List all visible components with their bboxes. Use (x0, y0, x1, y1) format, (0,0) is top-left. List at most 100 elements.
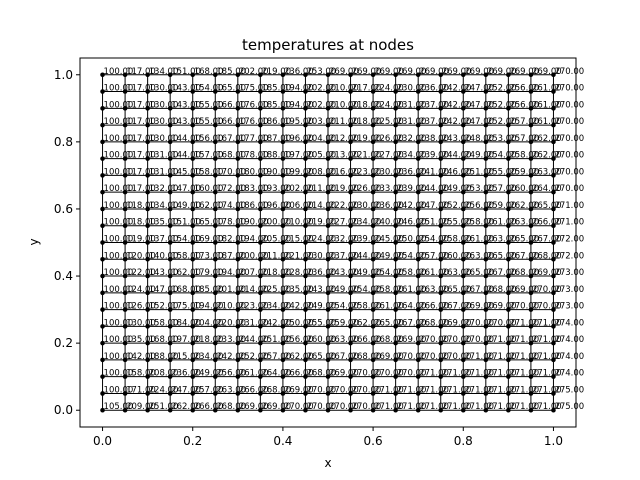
node-temperature-label: 271.00 (554, 218, 584, 228)
node-temperature-label: 247.00 (419, 201, 449, 211)
node-point (212, 206, 218, 212)
node-point (528, 290, 534, 296)
node-point (483, 72, 489, 78)
node-temperature-label: 261.00 (239, 369, 269, 379)
node-point (235, 240, 241, 245)
node-temperature-label: 260.00 (442, 251, 472, 261)
node-temperature-label: 224.00 (374, 84, 404, 94)
node-point (325, 156, 331, 161)
node-point (506, 391, 511, 396)
node-point (145, 106, 150, 111)
node-point (415, 173, 421, 178)
node-point (122, 139, 128, 145)
node-point (235, 357, 241, 363)
node-point (438, 340, 444, 346)
node-temperature-label: 166.00 (216, 117, 246, 127)
node-temperature-label: 255.00 (306, 318, 336, 328)
node-point (551, 391, 556, 396)
node-point (167, 156, 173, 161)
node-point (145, 72, 150, 78)
node-point (348, 307, 353, 312)
node-point (370, 407, 376, 413)
node-temperature-label: 236.00 (397, 167, 427, 177)
node-point (280, 139, 286, 145)
x-tick-label: 1.0 (544, 434, 563, 448)
node-point (235, 223, 241, 229)
node-point (348, 173, 353, 178)
node-point (167, 307, 173, 312)
node-point (506, 173, 511, 178)
node-point (393, 290, 398, 296)
node-point (506, 189, 511, 195)
node-point (212, 223, 218, 229)
node-temperature-label: 218.00 (261, 268, 291, 278)
node-point (438, 139, 444, 145)
node-point (506, 139, 511, 145)
node-point (438, 173, 444, 178)
node-point (393, 256, 398, 262)
node-temperature-label: 210.00 (216, 302, 246, 312)
node-temperature-label: 266.00 (284, 369, 314, 379)
node-point (303, 156, 308, 161)
node-point (212, 273, 218, 279)
node-temperature-label: 270.00 (329, 385, 359, 395)
node-temperature-label: 188.00 (261, 151, 291, 161)
node-point (167, 391, 173, 396)
node-temperature-label: 230.00 (374, 167, 404, 177)
node-point (212, 122, 218, 128)
node-point (258, 240, 263, 245)
node-point (235, 256, 241, 262)
node-point (415, 374, 421, 379)
node-temperature-label: 245.00 (374, 235, 404, 245)
node-temperature-label: 271.00 (464, 352, 494, 362)
node-point (506, 357, 511, 363)
node-point (528, 357, 534, 363)
node-point (100, 189, 105, 195)
node-temperature-label: 234.00 (352, 218, 382, 228)
node-temperature-label: 242.00 (397, 201, 427, 211)
node-temperature-label: 269.00 (397, 67, 427, 77)
node-point (145, 340, 150, 346)
node-temperature-label: 270.00 (554, 151, 584, 161)
node-point (551, 324, 556, 329)
node-temperature-label: 196.00 (261, 201, 291, 211)
node-point (100, 173, 105, 178)
node-temperature-label: 130.00 (149, 117, 179, 127)
node-temperature-label: 143.00 (171, 84, 201, 94)
x-tick-label: 0.4 (273, 434, 292, 448)
node-point (438, 256, 444, 262)
node-temperature-label: 215.00 (284, 235, 314, 245)
node-point (348, 240, 353, 245)
node-point (122, 122, 128, 128)
node-temperature-label: 270.00 (306, 385, 336, 395)
node-temperature-label: 270.00 (442, 352, 472, 362)
node-point (190, 324, 196, 329)
node-temperature-label: 261.00 (532, 100, 562, 110)
node-point (483, 407, 489, 413)
node-point (393, 156, 398, 161)
node-point (348, 340, 353, 346)
node-point (167, 290, 173, 296)
node-temperature-label: 117.00 (126, 134, 156, 144)
node-temperature-label: 258.00 (464, 218, 494, 228)
node-temperature-label: 270.00 (352, 369, 382, 379)
node-temperature-label: 271.00 (509, 352, 539, 362)
node-point (167, 139, 173, 145)
node-temperature-label: 271.00 (419, 369, 449, 379)
node-temperature-label: 100.00 (104, 385, 134, 395)
node-temperature-label: 147.00 (171, 184, 201, 194)
node-point (460, 206, 466, 212)
node-point (438, 240, 444, 245)
node-temperature-label: 256.00 (216, 369, 246, 379)
node-point (325, 139, 331, 145)
node-point (122, 106, 128, 111)
node-temperature-label: 158.00 (126, 369, 156, 379)
node-temperature-label: 270.00 (464, 335, 494, 345)
node-temperature-label: 230.00 (352, 201, 382, 211)
node-point (280, 324, 286, 329)
node-temperature-label: 271.00 (509, 335, 539, 345)
node-temperature-label: 265.00 (374, 318, 404, 328)
y-tick-label: 0.8 (54, 135, 73, 149)
node-temperature-label: 269.00 (374, 67, 404, 77)
node-point (235, 173, 241, 178)
